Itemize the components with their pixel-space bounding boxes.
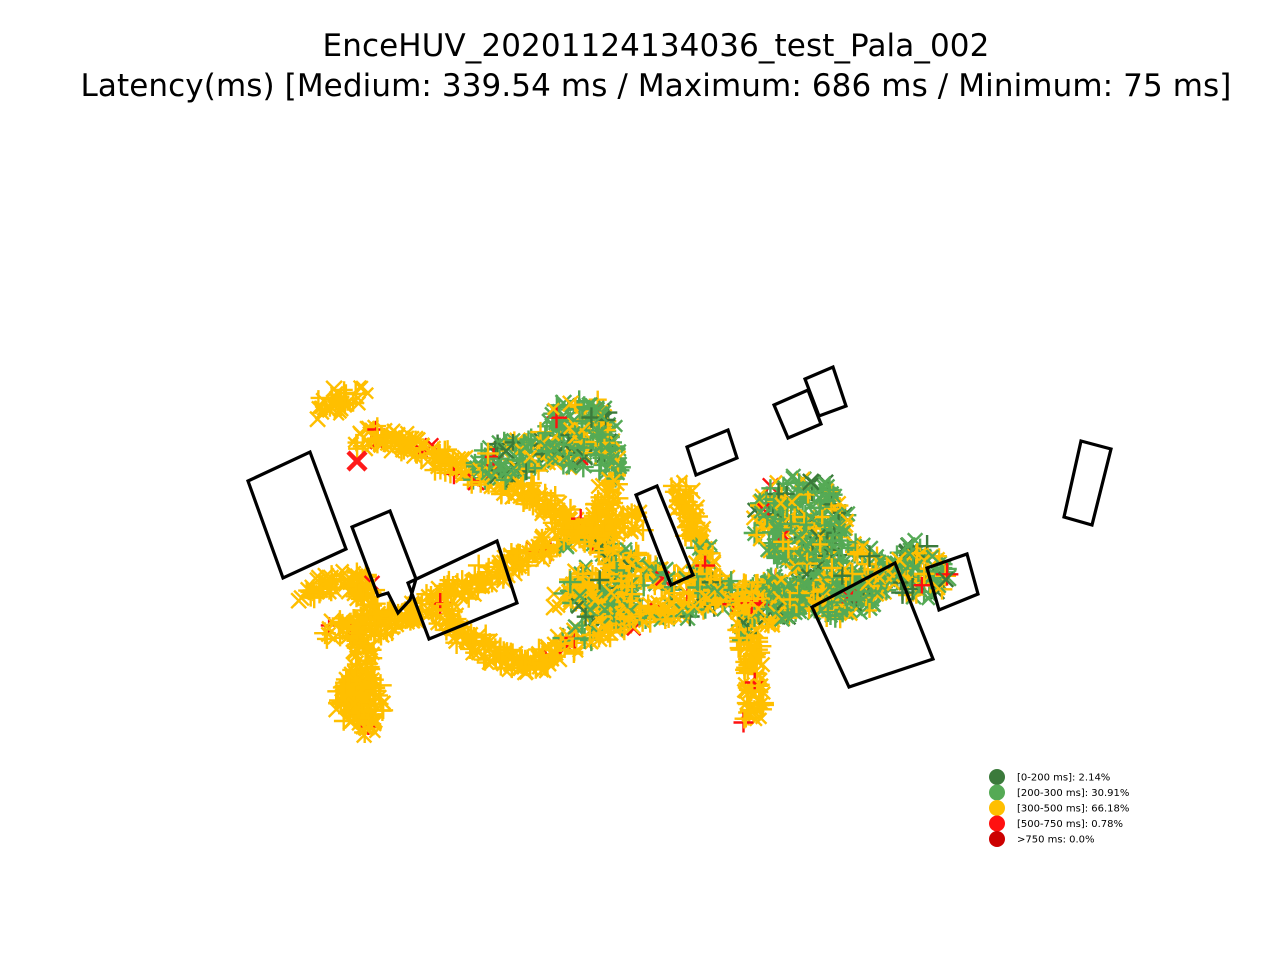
latency-marker (475, 571, 492, 588)
latency-marker (349, 618, 366, 635)
building-outline (1062, 439, 1113, 527)
latency-marker (361, 386, 375, 400)
latency-marker (513, 649, 531, 667)
latency-marker (556, 642, 573, 659)
building-outline (685, 427, 739, 478)
latency-marker (359, 607, 375, 623)
latency-marker (320, 626, 337, 643)
legend-label: [200-300 ms]: 30.91% (1017, 788, 1129, 799)
building-outline (245, 449, 349, 581)
legend-label: [300-500 ms]: 66.18% (1017, 804, 1129, 815)
latency-marker (452, 450, 467, 465)
latency-marker (368, 417, 387, 435)
latency-marker (335, 381, 353, 399)
latency-marker (464, 630, 480, 645)
latency-marker (476, 562, 497, 582)
latency-marker (473, 648, 497, 671)
latency-marker (310, 569, 325, 584)
latency-marker (504, 489, 520, 506)
latency-marker (517, 544, 534, 561)
latency-marker (488, 639, 511, 662)
legend-swatch (989, 769, 1005, 785)
latency-marker (545, 485, 565, 506)
legend-swatch (989, 831, 1005, 847)
legend-swatch (989, 784, 1005, 801)
chart-title: EnceHUV_20201124134036_test_Pala_002 (322, 28, 990, 64)
latency-marker (464, 633, 486, 656)
latency-marker (567, 618, 584, 636)
legend: [0-200 ms]: 2.14% [200-300 ms]: 30.91% [30… (989, 769, 1129, 847)
latency-markers-layer (290, 379, 959, 744)
latency-marker (527, 487, 541, 502)
latency-marker (394, 443, 410, 458)
latency-marker (361, 642, 375, 656)
latency-marker (356, 571, 369, 584)
latency-marker (460, 638, 481, 660)
building-outline (802, 364, 849, 419)
latency-marker (335, 395, 355, 415)
latency-marker (318, 577, 341, 600)
latency-marker (622, 523, 640, 540)
legend-label: [500-750 ms]: 0.78% (1017, 819, 1123, 830)
legend-label: >750 ms: 0.0% (1017, 835, 1095, 846)
latency-marker (424, 597, 439, 612)
latency-marker (469, 471, 492, 493)
legend-label: [0-200 ms]: 2.14% (1017, 773, 1110, 784)
latency-marker (415, 438, 430, 454)
legend-swatch (989, 815, 1005, 832)
latency-marker (512, 474, 533, 495)
legend-swatch (989, 800, 1005, 816)
latency-marker (325, 380, 343, 398)
chart-subtitle: Latency(ms) [Medium: 339.54 ms / Maximum… (80, 68, 1232, 104)
building-outline (771, 387, 824, 441)
latency-marker (456, 463, 474, 480)
latency-marker (351, 425, 369, 442)
latency-marker (454, 590, 469, 605)
